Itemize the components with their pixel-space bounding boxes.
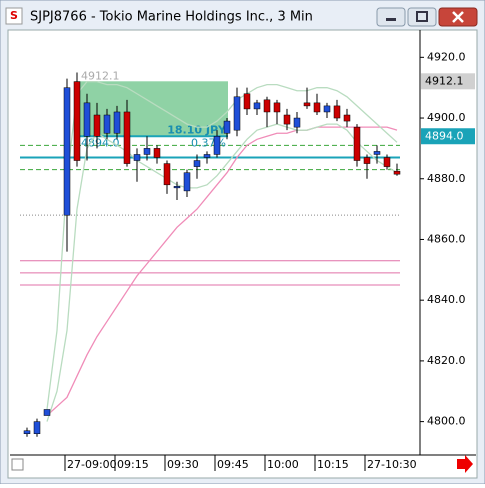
candle-body bbox=[83, 102, 91, 137]
x-tick-label: 09:15 bbox=[117, 458, 149, 471]
candle-body bbox=[363, 157, 371, 164]
candle-body bbox=[183, 172, 191, 192]
candle-body bbox=[273, 102, 281, 113]
y-tick-label: 4880.0 bbox=[427, 172, 466, 185]
candle-body bbox=[343, 114, 351, 122]
candle-body bbox=[113, 111, 121, 134]
x-tick-label: 10:00 bbox=[267, 458, 299, 471]
y-tick-label: 4920.0 bbox=[427, 50, 466, 63]
overlay-line bbox=[46, 123, 398, 422]
overlay-line bbox=[46, 126, 398, 417]
price-marker bbox=[421, 73, 475, 90]
app-icon bbox=[5, 7, 23, 25]
candle-body bbox=[393, 170, 401, 175]
measure-pct: 0.37% bbox=[191, 136, 226, 149]
candle-body bbox=[23, 430, 31, 435]
candle-body bbox=[283, 114, 291, 125]
candle-body bbox=[153, 148, 161, 158]
candle-body bbox=[383, 157, 391, 167]
maximize-button[interactable] bbox=[407, 7, 437, 27]
minimize-button[interactable] bbox=[376, 7, 406, 27]
scroll-box[interactable] bbox=[11, 458, 24, 471]
measure-change: 18.10 JPY bbox=[167, 123, 227, 136]
price-marker-label: 4894.0 bbox=[425, 129, 464, 142]
x-tick-label: 09:45 bbox=[217, 458, 249, 471]
scroll-arrow[interactable] bbox=[457, 455, 473, 473]
y-tick-label: 4900.0 bbox=[427, 111, 466, 124]
candle-body bbox=[43, 409, 51, 416]
candle-body bbox=[143, 148, 151, 155]
candle-body bbox=[123, 111, 131, 164]
candle-body bbox=[33, 421, 41, 435]
candle-body bbox=[303, 102, 311, 107]
candle-body bbox=[243, 93, 251, 110]
icon-glyph: S bbox=[10, 9, 18, 22]
x-tick-label: 27-09:00 bbox=[67, 458, 117, 471]
price-marker-label: 4912.1 bbox=[425, 74, 464, 87]
candle-body bbox=[253, 102, 261, 110]
candle-body bbox=[353, 126, 361, 161]
candle-body bbox=[63, 87, 71, 216]
candle-body bbox=[313, 102, 321, 113]
candle-body bbox=[133, 154, 141, 161]
y-tick-label: 4840.0 bbox=[427, 293, 466, 306]
candle-body bbox=[323, 105, 331, 113]
candle-body bbox=[373, 151, 381, 155]
window-title: SJPJ8766 - Tokio Marine Holdings Inc., 3… bbox=[30, 10, 313, 25]
candle-body bbox=[263, 99, 271, 113]
y-tick-label: 4860.0 bbox=[427, 232, 466, 245]
candle-body bbox=[73, 81, 81, 161]
candle-body bbox=[93, 114, 101, 137]
x-tick-label: 27-10:30 bbox=[367, 458, 417, 471]
minimize-icon bbox=[386, 18, 396, 21]
x-tick-label: 09:30 bbox=[167, 458, 199, 471]
candle-body bbox=[173, 186, 181, 189]
candle-body bbox=[193, 160, 201, 167]
candle-body bbox=[103, 114, 111, 134]
close-icon bbox=[452, 11, 464, 23]
candle-body bbox=[293, 117, 301, 128]
measure-low-label: 4894.0 bbox=[81, 136, 120, 149]
overlay-line bbox=[46, 80, 398, 410]
candle-body bbox=[223, 120, 231, 134]
measure-high-label: 4912.1 bbox=[81, 69, 120, 82]
price-marker bbox=[421, 128, 475, 145]
candle-body bbox=[163, 163, 171, 186]
y-tick-label: 4820.0 bbox=[427, 354, 466, 367]
maximize-icon bbox=[416, 11, 428, 22]
candle-body bbox=[233, 96, 241, 131]
candle-body bbox=[333, 105, 341, 119]
candle-body bbox=[213, 136, 221, 155]
x-tick-label: 10:15 bbox=[317, 458, 349, 471]
candle-body bbox=[203, 154, 211, 158]
y-tick-label: 4800.0 bbox=[427, 415, 466, 428]
